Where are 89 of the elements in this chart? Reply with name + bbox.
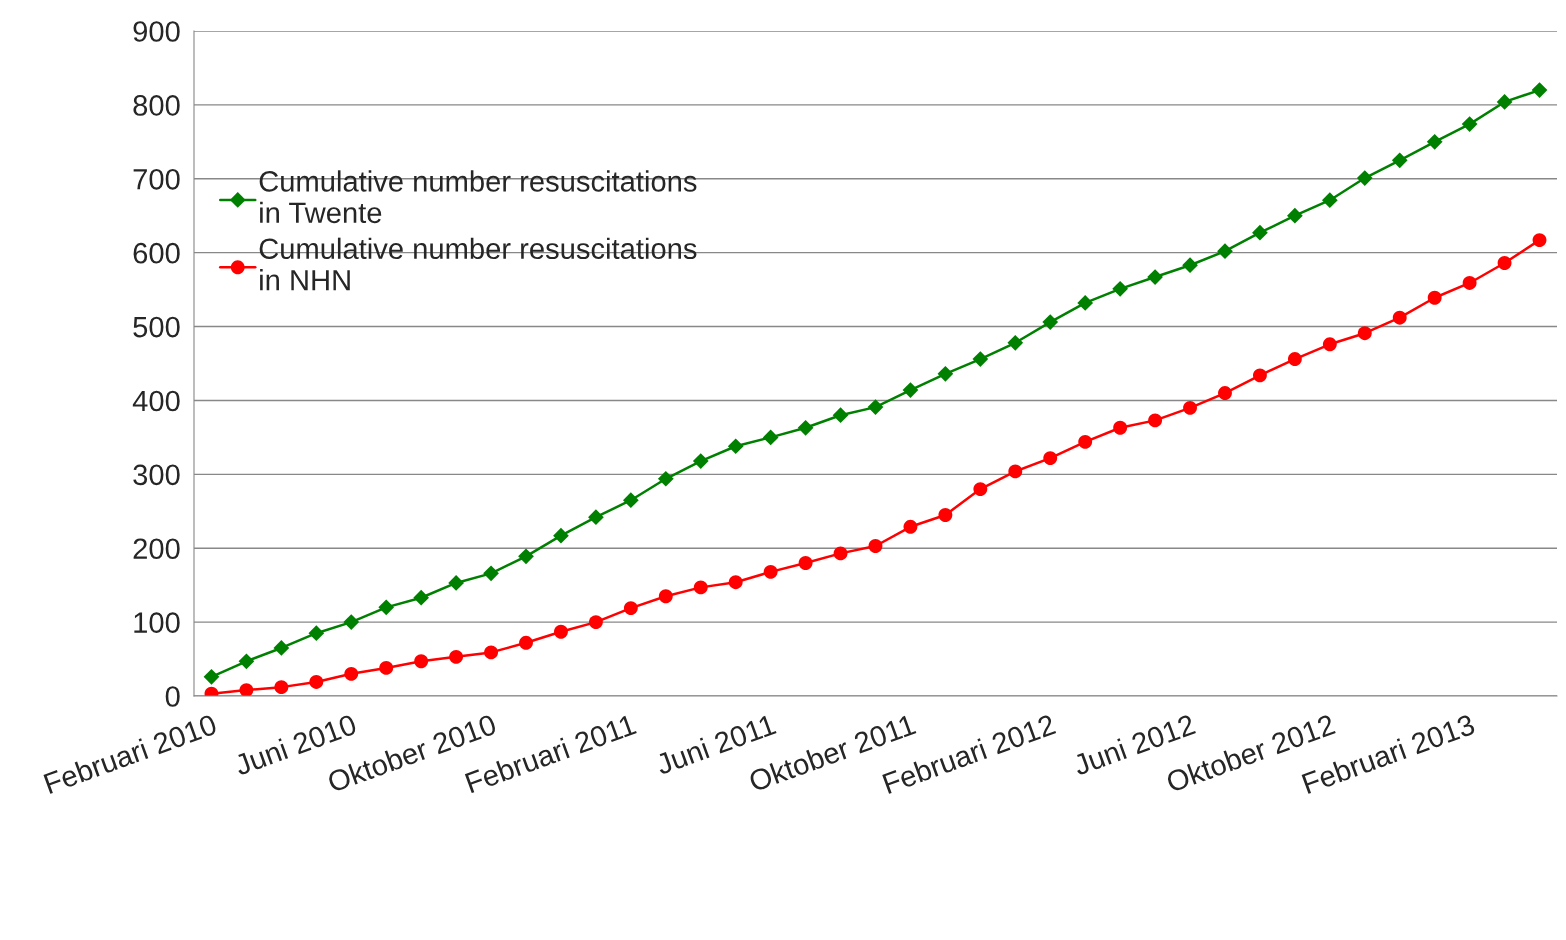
point: [938, 508, 953, 522]
point: [273, 640, 290, 656]
point: [1182, 257, 1198, 274]
point: [1461, 116, 1478, 132]
point: [798, 556, 813, 570]
point: [623, 492, 639, 509]
point: [1392, 310, 1407, 325]
point: [1356, 170, 1373, 186]
point: [832, 407, 849, 424]
point: [449, 649, 464, 664]
point: [553, 527, 569, 544]
point: [1322, 337, 1337, 352]
point: [1391, 152, 1408, 169]
y-tick-label: 0: [165, 686, 180, 707]
point: [727, 438, 744, 455]
point: [1496, 94, 1513, 110]
point: [1252, 368, 1267, 383]
point: [308, 625, 325, 642]
point: [1531, 82, 1548, 98]
point: [239, 683, 254, 696]
point: [658, 589, 673, 604]
point: [1427, 290, 1442, 305]
y-tick-label: 800: [133, 95, 180, 116]
y-tick-label: 300: [133, 464, 180, 486]
point: [972, 351, 989, 367]
y-tick-label: 700: [133, 168, 180, 190]
point: [1077, 295, 1094, 311]
y-tick-label: 500: [133, 316, 180, 338]
point: [519, 635, 533, 650]
point: [413, 589, 430, 606]
point: [309, 675, 324, 689]
point: [1007, 334, 1024, 351]
point: [1321, 192, 1338, 209]
point: [588, 615, 603, 630]
y-tick-label: 100: [134, 612, 180, 633]
point: [1462, 276, 1477, 290]
y-tick-label: 900: [133, 21, 180, 42]
point: [378, 599, 395, 616]
point: [693, 580, 708, 595]
point: [1497, 256, 1512, 270]
point: [1148, 413, 1163, 428]
point: [867, 399, 884, 415]
point: [1357, 326, 1372, 341]
point: [554, 624, 568, 639]
point: [203, 668, 220, 685]
point: [763, 564, 778, 579]
point: [1252, 224, 1268, 241]
point: [692, 453, 709, 469]
point: [1112, 281, 1128, 297]
point: [833, 546, 848, 561]
point: [903, 519, 918, 534]
point: [1426, 133, 1443, 150]
point: [414, 654, 429, 669]
point: [973, 482, 988, 497]
point: [1217, 243, 1233, 260]
point: [1287, 207, 1303, 224]
point: [1043, 451, 1058, 466]
point: [1042, 314, 1059, 330]
point: [762, 429, 779, 446]
point: [238, 653, 255, 670]
point: [274, 680, 289, 695]
legend-label: Cumulative number resuscitations in NHN: [259, 237, 697, 291]
point: [902, 382, 919, 398]
point: [379, 660, 394, 675]
point: [344, 666, 359, 681]
y-tick-label: 600: [133, 242, 180, 264]
point: [343, 614, 360, 630]
point: [518, 548, 534, 565]
legend-label: Cumulative number resuscitations in Twente: [259, 170, 697, 224]
point: [1532, 233, 1547, 248]
point: [1287, 352, 1302, 367]
point: [448, 575, 464, 591]
point: [623, 601, 638, 616]
point: [1008, 464, 1023, 479]
point: [1218, 386, 1232, 400]
point: [868, 539, 883, 553]
point: [797, 419, 814, 436]
point: [483, 565, 499, 582]
y-tick-label: 200: [133, 538, 180, 560]
point: [588, 509, 604, 526]
point: [1147, 269, 1163, 285]
point: [1078, 434, 1093, 449]
point: [484, 645, 499, 660]
point: [728, 575, 743, 590]
y-tick-label: 400: [132, 390, 180, 412]
point: [1183, 400, 1197, 415]
point: [937, 365, 954, 382]
point: [1113, 420, 1128, 435]
point: [657, 470, 674, 487]
